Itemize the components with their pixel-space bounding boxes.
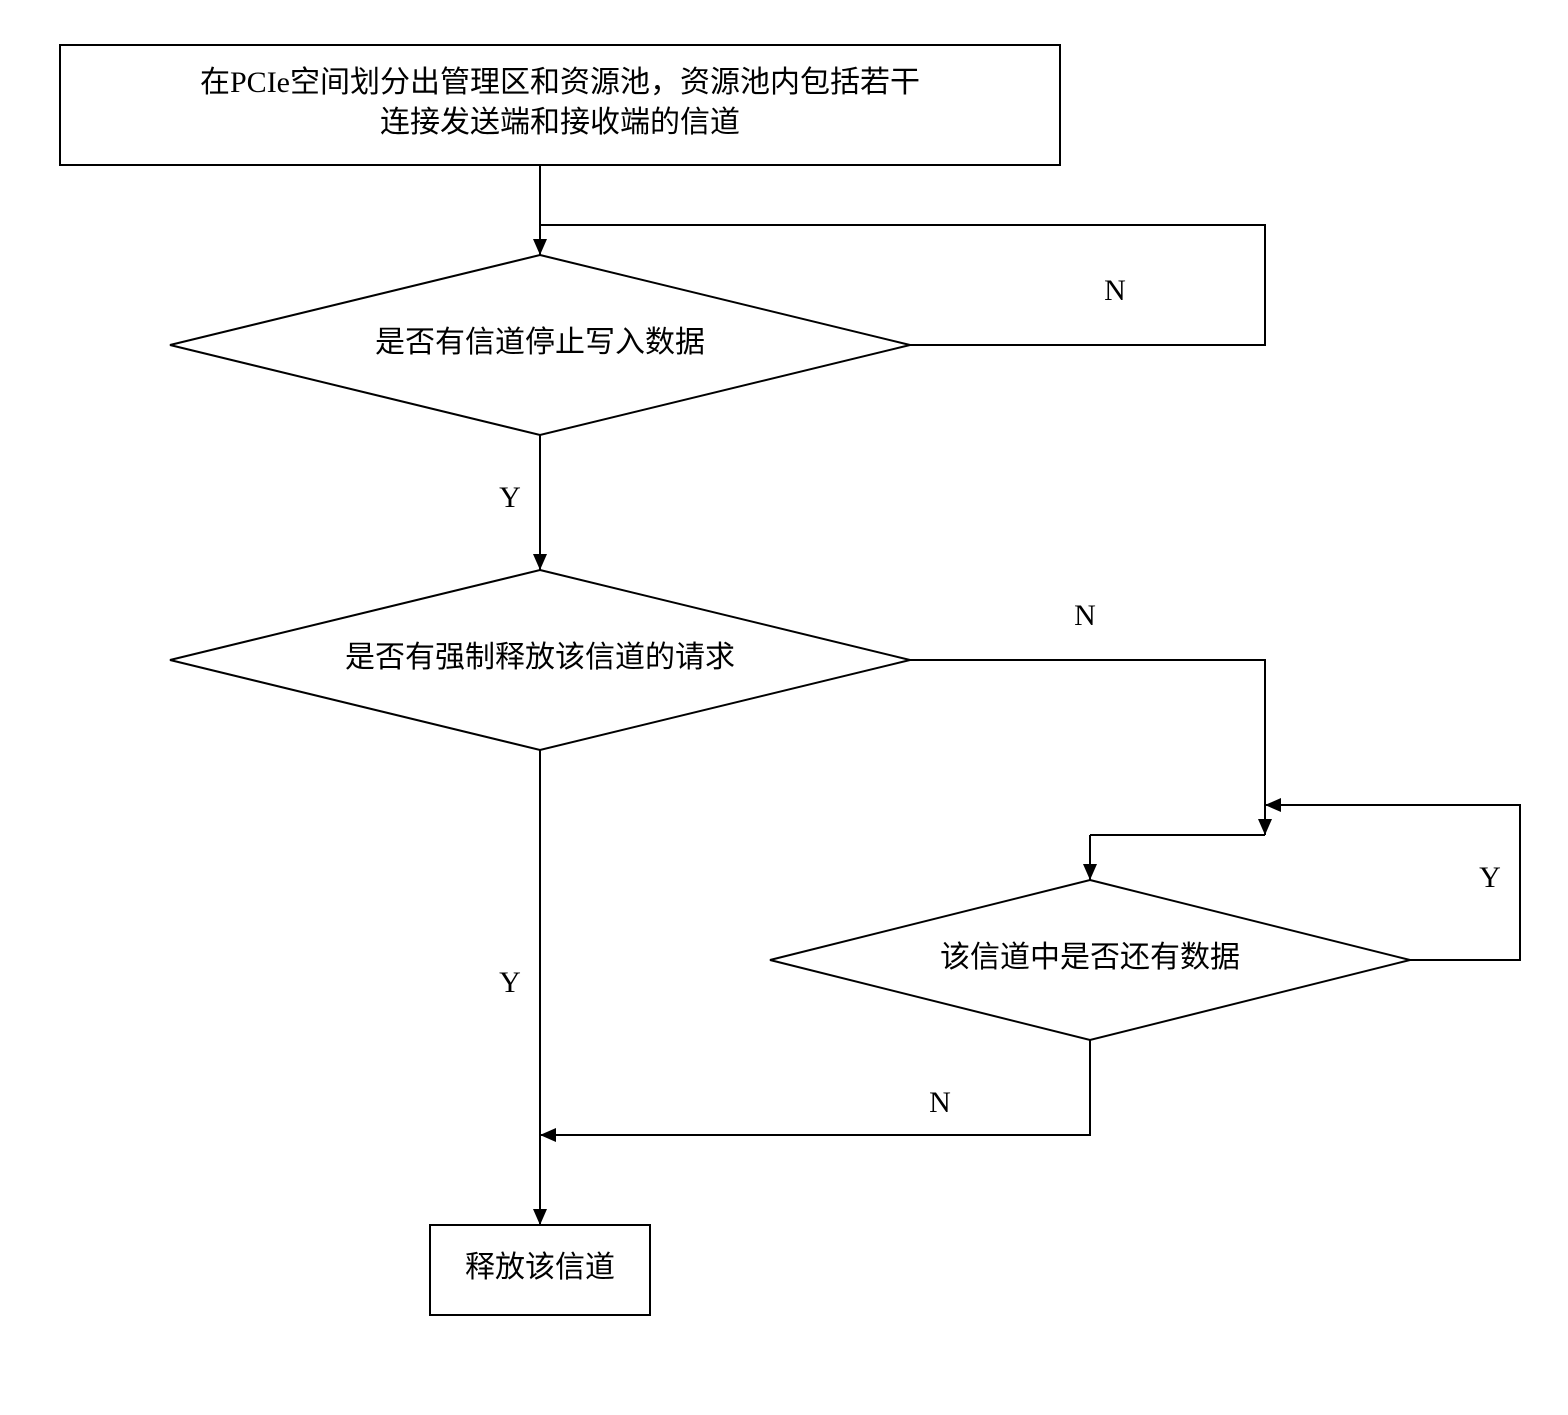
label-d1_yes: Y [499,481,521,514]
end-box: 释放该信道 [430,1225,650,1315]
start-text-0: 在PCIe空间划分出管理区和资源池，资源池内包括若干 [200,66,920,99]
start-text-1: 连接发送端和接收端的信道 [380,106,740,139]
d3-text: 该信道中是否还有数据 [940,941,1240,974]
d3-diamond: 该信道中是否还有数据 [770,880,1410,1040]
start-box: 在PCIe空间划分出管理区和资源池，资源池内包括若干连接发送端和接收端的信道 [60,45,1060,165]
label-d1_no: N [1104,274,1126,307]
label-d3_no: N [929,1086,951,1119]
label-d2_yes: Y [499,966,521,999]
d1-text: 是否有信道停止写入数据 [375,326,705,359]
d1-diamond: 是否有信道停止写入数据 [170,255,910,435]
end-text-0: 释放该信道 [465,1251,615,1284]
label-d2_no: N [1074,599,1096,632]
d2-text: 是否有强制释放该信道的请求 [345,641,735,674]
label-d3_yes: Y [1479,861,1501,894]
d2-diamond: 是否有强制释放该信道的请求 [170,570,910,750]
